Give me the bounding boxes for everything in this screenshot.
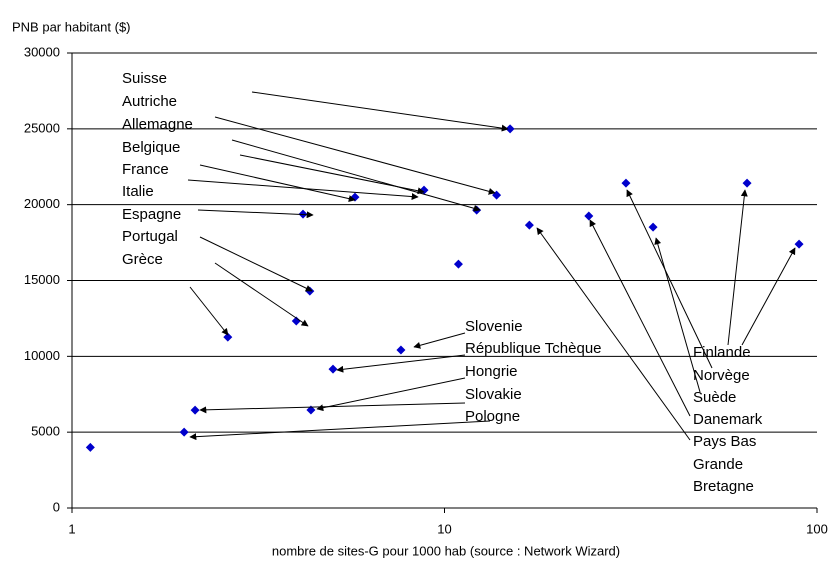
y-tick-label: 5000	[31, 424, 60, 439]
x-axis-label: nombre de sites-G pour 1000 hab (source …	[272, 543, 620, 558]
annotation-arrow	[316, 377, 466, 412]
annotation: Belgique	[122, 139, 180, 156]
annotation-arrow	[654, 237, 701, 393]
x-tick-label: 10	[437, 521, 451, 536]
point	[396, 345, 406, 355]
annotation-arrow	[189, 286, 229, 336]
annotation-arrow	[197, 209, 314, 219]
point	[328, 364, 338, 374]
point	[291, 316, 301, 326]
annotation-arrow	[626, 189, 713, 369]
annotation: Autriche	[122, 93, 177, 110]
annotation: Bretagne	[693, 478, 754, 495]
point	[350, 192, 360, 202]
point	[524, 220, 534, 230]
x-tick-label: 100	[806, 521, 828, 536]
point	[179, 427, 189, 437]
annotation: Danemark	[693, 411, 763, 428]
annotation: Suède	[693, 389, 736, 406]
annotation-arrow	[189, 420, 491, 441]
annotation-arrow	[214, 262, 309, 327]
y-tick-label: 25000	[24, 120, 60, 135]
point	[492, 190, 502, 200]
x-tick-label: 1	[68, 521, 75, 536]
annotation-arrow	[251, 91, 509, 132]
annotation-arrow	[231, 139, 481, 212]
y-tick-label: 30000	[24, 44, 60, 59]
annotation: Portugal	[122, 228, 178, 245]
annotation: Pologne	[465, 408, 520, 425]
point	[584, 211, 594, 221]
annotation: Finlande	[693, 344, 751, 361]
annotation: Suisse	[122, 70, 167, 87]
annotation-arrow	[536, 227, 691, 441]
point	[794, 239, 804, 249]
point	[85, 442, 95, 452]
point	[742, 178, 752, 188]
y-tick-label: 0	[53, 499, 60, 514]
annotation-arrow	[199, 236, 313, 292]
annotation-arrow	[741, 247, 796, 346]
annotation-arrow	[589, 219, 691, 417]
annotation: Italie	[122, 183, 154, 200]
annotation-arrow	[239, 154, 425, 195]
annotation: Allemagne	[122, 116, 193, 133]
point	[621, 178, 631, 188]
annotation: République Tchèque	[465, 340, 602, 357]
y-tick-label: 20000	[24, 196, 60, 211]
annotation-arrow	[199, 164, 356, 203]
point	[648, 222, 658, 232]
annotation-arrow	[214, 116, 496, 195]
point	[453, 259, 463, 269]
point	[306, 405, 316, 415]
annotation: Espagne	[122, 206, 181, 223]
annotation-arrow	[336, 354, 466, 373]
annotation: Pays Bas	[693, 433, 756, 450]
annotation: Hongrie	[465, 363, 518, 380]
point	[190, 405, 200, 415]
annotation: France	[122, 161, 169, 178]
annotation: Grande	[693, 456, 743, 473]
annotation: Norvège	[693, 367, 750, 384]
annotation-arrow	[413, 332, 466, 349]
annotation-arrow	[727, 189, 748, 346]
y-tick-label: 10000	[24, 348, 60, 363]
chart-title: PNB par habitant ($)	[12, 19, 131, 34]
annotation-arrow	[199, 402, 466, 414]
point	[223, 332, 233, 342]
annotation-arrow	[187, 179, 419, 201]
y-tick-label: 15000	[24, 272, 60, 287]
annotation: Slovakie	[465, 386, 522, 403]
annotation: Slovenie	[465, 318, 523, 335]
annotation: Grèce	[122, 251, 163, 268]
